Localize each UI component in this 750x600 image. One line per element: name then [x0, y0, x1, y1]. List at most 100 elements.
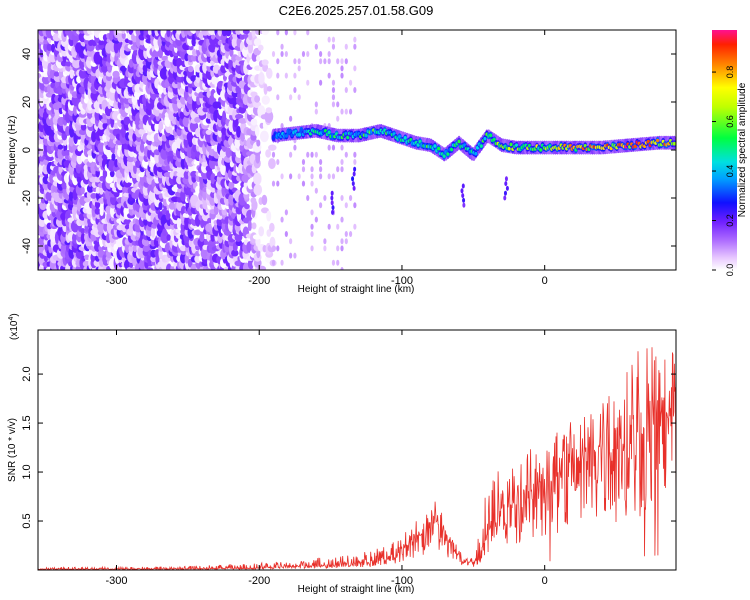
spectrogram-cell: [336, 115, 340, 122]
y-tick-label: -20: [21, 190, 33, 206]
spectrogram-cell: [450, 147, 454, 152]
spectrogram-cell: [280, 173, 284, 180]
spectrogram-cell: [353, 65, 357, 72]
spectrogram-cell: [323, 195, 327, 201]
spectrogram-cell: [327, 36, 331, 43]
y-tick-label: 20: [21, 96, 33, 108]
spectrogram-cell: [235, 113, 244, 120]
spectrogram-cell: [353, 202, 357, 209]
y-tick-label: 2.0: [21, 366, 33, 381]
colorbar-tick-label: 0.6: [725, 115, 735, 128]
x-tick-label: -200: [248, 575, 270, 587]
spectrogram-cell: [147, 30, 153, 36]
spectrogram-cell: [47, 84, 52, 95]
spectrogram-cell: [504, 181, 508, 187]
spectrogram-cell: [176, 30, 182, 35]
spectrogram-cell: [284, 209, 288, 216]
spectrogram-cell: [45, 92, 54, 98]
spectrogram-cell: [146, 267, 154, 270]
spectrogram-cell: [86, 184, 94, 193]
snr-panel: -300 -200 -100 0 0.5 1.0 1.5 2.0 Height of stra…: [7, 313, 677, 595]
spectrogram-cell: [330, 200, 334, 206]
spectrogram-cell: [507, 146, 511, 151]
spectrogram-cell: [301, 159, 306, 165]
spectrogram-cell: [69, 68, 74, 79]
snr-frame: [37, 329, 677, 571]
spectrogram-cell: [336, 245, 340, 252]
spectrogram-cell: [105, 70, 113, 77]
spectrogram-cell: [184, 53, 189, 62]
spectrogram-cell: [179, 245, 187, 252]
spectrogram-cell: [331, 173, 336, 180]
spectrogram-cell: [39, 201, 47, 211]
spectrogram-cell: [314, 108, 318, 115]
spectrogram-cell: [327, 51, 331, 57]
spectrogram-cell: [353, 223, 357, 230]
spectrogram-cell: [276, 94, 280, 101]
spectrogram-cell: [280, 43, 284, 50]
spectrogram-cell: [483, 136, 487, 141]
spectrogram-cell: [301, 166, 306, 173]
spectrogram-cell: [252, 234, 262, 240]
spectrogram-cell: [250, 118, 258, 126]
spectrogram-cell: [340, 58, 344, 65]
spectrogram-cell: [280, 259, 284, 266]
spectrogram-cell: [250, 197, 257, 204]
spectrogram-cell: [238, 117, 248, 124]
snr-series-line: [38, 347, 676, 570]
spectrogram-cell: [344, 202, 348, 209]
spectrogram-cell: [301, 51, 306, 57]
spectrogram-cell: [344, 131, 348, 136]
spectrogram-cell: [128, 221, 135, 232]
spectrogram-cell: [251, 222, 257, 230]
spectrogram-cell: [310, 151, 314, 158]
spectrogram-cell: [344, 58, 348, 65]
spectrogram-cell: [323, 58, 327, 65]
spectrogram-cell: [336, 223, 340, 230]
x-tick-label: 0: [542, 575, 548, 587]
x-tick-label: 0: [542, 275, 548, 287]
spectrogram-cell: [297, 173, 301, 180]
spectrogram-cell: [192, 48, 197, 57]
spectrogram-cell: [242, 30, 250, 35]
spectrogram-cell: [265, 149, 272, 158]
spectrogram-cell: [208, 43, 217, 53]
spectrogram-cell: [112, 70, 120, 78]
x-tick-label: -100: [391, 575, 413, 587]
spectrogram-cell: [257, 44, 264, 51]
spectrogram-cell: [128, 245, 134, 252]
spectrogram-cell: [297, 94, 301, 101]
spectrogram-cell: [474, 151, 478, 156]
spectrogram-cell: [289, 94, 293, 101]
spectrogram-cell: [43, 39, 48, 45]
spectrogram-cell: [330, 190, 334, 196]
spectrogram-cell: [353, 87, 357, 93]
spectrogram-cell: [53, 71, 60, 77]
spectrogram-cell: [340, 65, 344, 72]
spectrogram-cell: [253, 184, 263, 196]
spectrogram-cell: [138, 172, 146, 178]
spectrogram-cell: [306, 151, 310, 158]
spectrogram-cell: [250, 91, 258, 97]
spectrogram-cell: [336, 166, 340, 173]
spectrogram-cell: [462, 202, 466, 208]
x-tick-label: -300: [105, 275, 127, 287]
spectrogram-cell: [284, 51, 288, 57]
snr-ylabel: SNR (10 * v/v): [7, 418, 18, 482]
spectrogram-cell: [187, 65, 194, 73]
spectrogram-cell: [310, 166, 314, 173]
spectrogram-cell: [289, 173, 293, 180]
spectrogram-cell: [151, 30, 156, 38]
colorbar-tick-label: 0.2: [725, 214, 735, 227]
snr-xlabel: Height of straight line (km): [298, 584, 415, 595]
spectrogram-cell: [271, 259, 276, 266]
spectrogram-cell: [38, 237, 46, 246]
spectrogram-cell: [284, 231, 288, 237]
spectrogram-cell: [310, 223, 314, 230]
spectrogram-cell: [126, 155, 135, 163]
spectrogram-cell: [121, 30, 126, 34]
spectrogram-cell: [319, 202, 323, 209]
spectrogram-cell: [457, 139, 461, 144]
spectrogram-ylabel: Frequency (Hz): [7, 116, 18, 185]
spectrogram-cell: [80, 123, 87, 131]
